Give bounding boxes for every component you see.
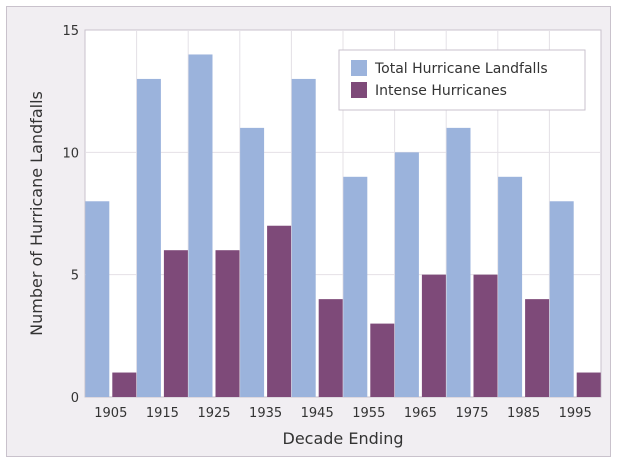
x-tick-labels: 1905 1915 1925 1935 1945 1955 1965 1975 1985 1995 bbox=[94, 406, 591, 421]
bar-intense-1975 bbox=[473, 274, 498, 397]
legend-label-total: Total Hurricane Landfalls bbox=[374, 61, 548, 77]
x-tick-label: 1965 bbox=[404, 406, 437, 421]
x-tick-label: 1935 bbox=[249, 406, 282, 421]
bar-total-1945 bbox=[291, 78, 316, 397]
y-axis-title: Number of Hurricane Landfalls bbox=[27, 91, 46, 336]
bar-total-1955 bbox=[343, 176, 368, 397]
legend-swatch-intense bbox=[351, 82, 367, 98]
bar-intense-1945 bbox=[318, 299, 343, 397]
bar-intense-1965 bbox=[421, 274, 446, 397]
bar-intense-1905 bbox=[112, 372, 137, 397]
bar-total-1965 bbox=[394, 152, 419, 397]
bar-total-1905 bbox=[85, 201, 110, 397]
bar-intense-1925 bbox=[215, 250, 240, 397]
bar-total-1915 bbox=[136, 78, 161, 397]
bar-intense-1955 bbox=[370, 323, 395, 397]
bar-total-1935 bbox=[240, 127, 265, 397]
bar-total-1975 bbox=[446, 127, 471, 397]
bar-total-1925 bbox=[188, 54, 213, 397]
y-tick-label: 5 bbox=[71, 269, 79, 284]
x-tick-label: 1915 bbox=[146, 406, 179, 421]
bar-intense-1915 bbox=[163, 250, 188, 397]
x-tick-label: 1925 bbox=[197, 406, 230, 421]
x-tick-label: 1985 bbox=[507, 406, 540, 421]
y-tick-label: 0 bbox=[71, 391, 79, 406]
bar-intense-1985 bbox=[525, 299, 550, 397]
bars bbox=[85, 54, 601, 397]
x-tick-label: 1945 bbox=[301, 406, 334, 421]
legend-label-intense: Intense Hurricanes bbox=[375, 83, 507, 99]
y-tick-label: 15 bbox=[62, 24, 79, 39]
bar-total-1985 bbox=[498, 176, 523, 397]
y-tick-label: 10 bbox=[62, 146, 79, 161]
bar-total-1995 bbox=[549, 201, 574, 397]
y-tick-labels: 0 5 10 15 bbox=[62, 24, 79, 406]
legend-box bbox=[338, 49, 586, 111]
legend-swatch-total bbox=[351, 60, 367, 76]
x-tick-label: 1955 bbox=[352, 406, 385, 421]
x-tick-label: 1905 bbox=[94, 406, 127, 421]
bar-intense-1935 bbox=[267, 225, 292, 397]
x-tick-label: 1975 bbox=[455, 406, 488, 421]
legend: Total Hurricane Landfalls Intense Hurric… bbox=[338, 49, 586, 111]
x-tick-label: 1995 bbox=[559, 406, 592, 421]
x-axis-title: Decade Ending bbox=[283, 429, 404, 448]
bar-intense-1995 bbox=[576, 372, 601, 397]
